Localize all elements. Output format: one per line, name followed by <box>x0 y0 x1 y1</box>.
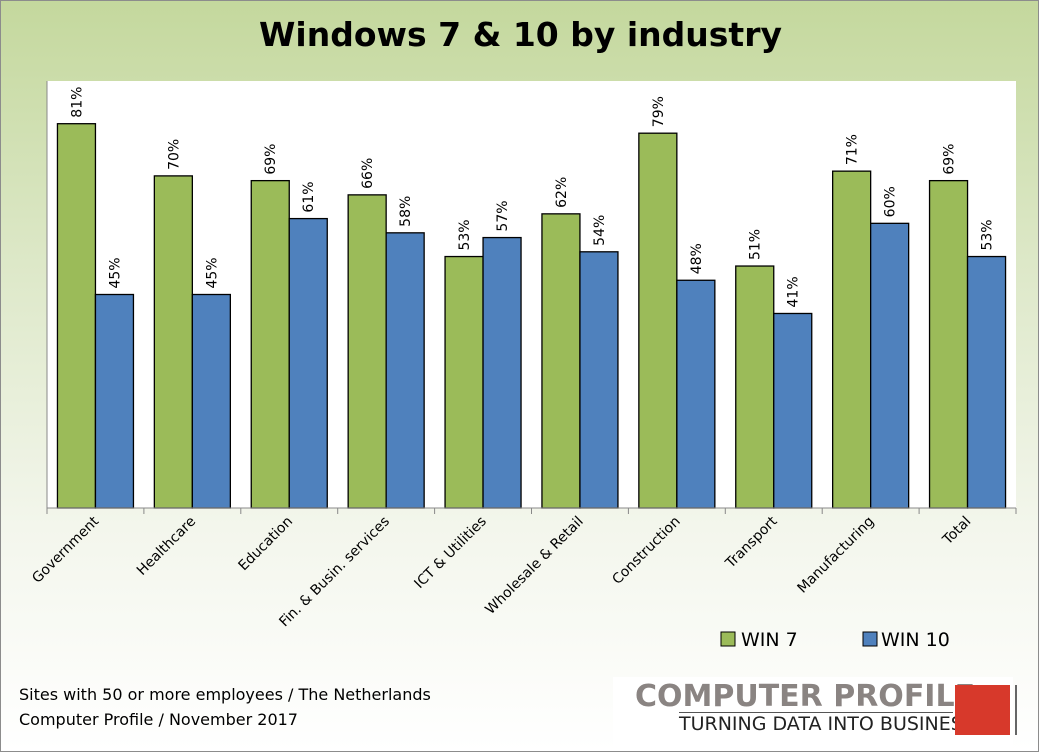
bar-win-7 <box>541 213 581 509</box>
bar-win-7 <box>444 255 484 509</box>
data-label: 53% <box>980 219 996 250</box>
bar-win-10 <box>288 217 328 509</box>
data-label: 81% <box>69 87 85 118</box>
data-label: 54% <box>592 215 608 246</box>
source-note: Sites with 50 or more employees / The Ne… <box>19 682 431 732</box>
logo-red-square <box>955 685 1010 735</box>
legend-swatch <box>862 631 878 647</box>
data-label: 58% <box>398 196 414 227</box>
category-label: Transport <box>722 513 781 572</box>
category-label: Healthcare <box>134 514 199 579</box>
bar-win-10 <box>482 236 522 509</box>
category-label: Government <box>29 513 102 586</box>
bar-win-7 <box>832 170 872 509</box>
bar-win-7 <box>735 265 775 509</box>
bar-win-7 <box>638 132 678 509</box>
category-label: Wholesale & Retail <box>482 514 586 618</box>
category-label: Construction <box>609 514 683 588</box>
data-label: 51% <box>748 229 764 260</box>
data-label: 69% <box>263 144 279 175</box>
bar-win-7 <box>928 179 969 509</box>
category-label: Manufacturing <box>794 514 877 597</box>
chart-title: Windows 7 & 10 by industry <box>259 15 782 54</box>
logo-bar <box>1015 685 1017 735</box>
category-label: Fin. & Busin. services <box>276 514 393 631</box>
data-label: 69% <box>942 144 958 175</box>
data-label: 66% <box>360 158 376 189</box>
data-label: 70% <box>166 139 182 170</box>
source-line-1: Sites with 50 or more employees / The Ne… <box>19 685 431 704</box>
bar-win-10 <box>94 293 135 509</box>
data-label: 60% <box>883 186 899 217</box>
data-label: 57% <box>495 200 511 231</box>
bar-win-10 <box>870 222 910 509</box>
bar-win-10 <box>191 293 232 509</box>
category-label: Education <box>235 514 296 575</box>
data-label: 41% <box>786 276 802 307</box>
bar-win-10 <box>385 232 425 509</box>
computer-profile-logo: COMPUTER PROFILE TURNING DATA INTO BUSIN… <box>613 677 1017 747</box>
data-label: 45% <box>204 257 220 288</box>
category-label: ICT & Utilities <box>411 514 489 592</box>
source-line-2: Computer Profile / November 2017 <box>19 710 298 729</box>
legend-label: WIN 10 <box>881 629 950 651</box>
data-label: 71% <box>845 134 861 165</box>
legend-label: WIN 7 <box>741 629 798 651</box>
bar-win-10 <box>579 251 619 509</box>
bar-win-7 <box>56 123 97 509</box>
bar-win-10 <box>676 279 716 509</box>
logo-tagline: TURNING DATA INTO BUSINESS <box>679 713 975 735</box>
category-label: Total <box>939 514 974 549</box>
legend-swatch <box>720 631 736 647</box>
data-label: 62% <box>554 177 570 208</box>
data-label: 53% <box>457 219 473 250</box>
bar-win-7 <box>153 175 194 509</box>
data-label: 48% <box>689 243 705 274</box>
bar-win-10 <box>773 312 813 509</box>
data-label: 79% <box>651 96 667 127</box>
data-label: 61% <box>301 181 317 212</box>
data-label: 45% <box>107 257 123 288</box>
bar-win-7 <box>250 179 290 509</box>
bar-win-10 <box>966 255 1007 509</box>
bar-win-7 <box>347 194 387 509</box>
logo-name: COMPUTER PROFILE <box>635 679 976 714</box>
logo-divider <box>679 712 953 713</box>
